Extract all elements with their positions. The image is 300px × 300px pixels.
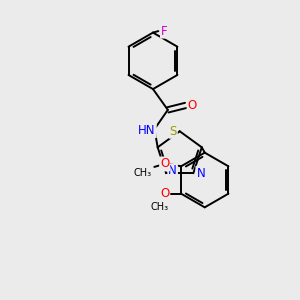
Text: N: N [196, 167, 205, 180]
Text: HN: HN [138, 124, 156, 137]
Text: S: S [169, 125, 177, 138]
Text: O: O [160, 158, 169, 170]
Text: CH₃: CH₃ [134, 168, 152, 178]
Text: O: O [188, 99, 197, 112]
Text: N: N [168, 164, 177, 177]
Text: CH₃: CH₃ [150, 202, 168, 212]
Text: O: O [160, 187, 169, 200]
Text: F: F [161, 25, 168, 38]
